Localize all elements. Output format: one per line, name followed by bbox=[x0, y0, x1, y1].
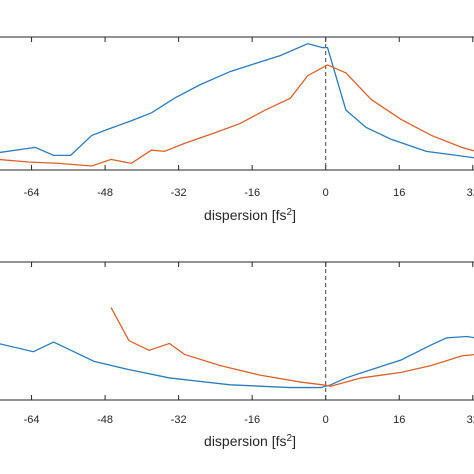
x-tick-label: -64 bbox=[24, 187, 40, 199]
x-tick-label: -48 bbox=[97, 187, 113, 199]
series-line bbox=[0, 335, 474, 389]
x-axis-label-part: 2 bbox=[287, 207, 293, 218]
x-axis-label-part: ] bbox=[292, 433, 296, 449]
axes-box bbox=[0, 261, 474, 401]
x-tick-label: -48 bbox=[97, 414, 113, 426]
subplot: -64 -48 -32 -16 0 16 32 dispersion [fs2] bbox=[0, 261, 474, 450]
x-axis-label-part: dispersion [fs bbox=[204, 433, 286, 449]
x-tick-label: -32 bbox=[171, 414, 187, 426]
x-tick-label: 0 bbox=[323, 414, 329, 426]
x-tick-label: 0 bbox=[323, 187, 329, 199]
x-tick-label: 16 bbox=[393, 414, 405, 426]
x-axis-label: dispersion [fs2] bbox=[204, 433, 296, 450]
x-axis-label-part: dispersion [fs bbox=[204, 207, 286, 223]
x-tick-label: -16 bbox=[244, 414, 260, 426]
x-axis-label-part: 2 bbox=[287, 433, 293, 444]
x-tick-label: -16 bbox=[244, 187, 260, 199]
subplot: -64 -48 -32 -16 0 16 32 dispersion [fs2] bbox=[0, 36, 474, 224]
x-tick-label: 32 bbox=[467, 187, 474, 199]
series-line bbox=[0, 64, 474, 167]
x-tick-label: 16 bbox=[393, 187, 405, 199]
axes-box bbox=[0, 36, 474, 171]
series-line bbox=[110, 307, 474, 387]
x-tick-label: -64 bbox=[24, 414, 40, 426]
x-tick-label: 32 bbox=[467, 414, 474, 426]
x-axis-label-part: ] bbox=[292, 207, 296, 223]
x-axis-label: dispersion [fs2] bbox=[204, 207, 296, 224]
x-tick-label: -32 bbox=[171, 187, 187, 199]
series-line bbox=[0, 42, 474, 159]
